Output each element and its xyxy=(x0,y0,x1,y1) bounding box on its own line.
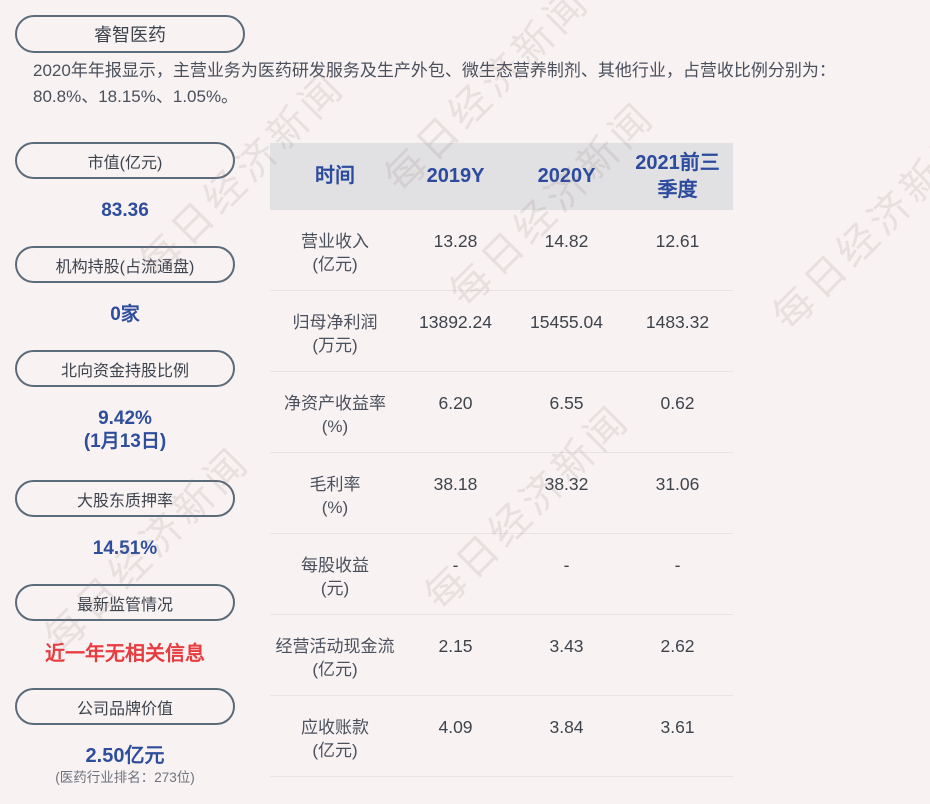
cell-value: 2.62 xyxy=(660,636,695,656)
row-metric-unit: (亿元) xyxy=(312,660,358,679)
cell-value: - xyxy=(563,555,570,575)
cell-value: 0.62 xyxy=(660,393,695,413)
cell-value: 13892.24 xyxy=(419,312,492,332)
cell-value: 3.61 xyxy=(660,717,695,737)
row-metric-unit: (元) xyxy=(320,579,350,598)
row-metric-name: 每股收益 xyxy=(301,556,369,575)
stat-value-institutional-holding: 0家 xyxy=(110,304,140,325)
col-header-2020: 2020Y xyxy=(537,165,596,187)
stat-label: 公司品牌价值 xyxy=(76,700,173,718)
stat-pill-regulation-status: 最新监管情况 xyxy=(15,584,235,621)
stat-pill-pledge-ratio: 大股东质押率 xyxy=(15,480,235,517)
row-metric-name: 经营活动现金流 xyxy=(275,637,395,656)
cell-value: - xyxy=(452,555,459,575)
cell-value: - xyxy=(674,555,681,575)
stat-value-northbound-holding: 9.42% (1月13日) xyxy=(15,407,235,453)
row-metric-unit: (亿元) xyxy=(312,255,358,274)
row-metric-name: 毛利率 xyxy=(309,475,361,494)
cell-value: 6.20 xyxy=(438,393,473,413)
stat-label: 大股东质押率 xyxy=(76,492,173,510)
stat-pill-market-cap: 市值(亿元) xyxy=(15,142,235,179)
row-metric-unit: (%) xyxy=(321,417,349,436)
stat-pill-brand-value: 公司品牌价值 xyxy=(15,688,235,725)
table-row: 净资产收益率 (%) 6.20 6.55 0.62 xyxy=(270,372,733,453)
stat-label: 北向资金持股比例 xyxy=(60,362,189,380)
col-header-period: 时间 xyxy=(315,165,355,187)
row-metric-unit: (万元) xyxy=(312,336,358,355)
row-metric-unit: (亿元) xyxy=(312,741,358,760)
row-metric-name: 归母净利润 xyxy=(292,313,378,332)
business-description: 2020年年报显示，主营业务为医药研发服务及生产外包、微生态营养制剂、其他行业，… xyxy=(33,61,836,106)
stats-sidebar: 市值(亿元) 83.36 机构持股(占流通盘) 0家 北向资金持股比例 9.42… xyxy=(15,142,235,787)
watermark-text: 每日经济新闻 xyxy=(764,116,930,339)
cell-value: 38.32 xyxy=(544,474,589,494)
stat-value-regulation-status: 近一年无相关信息 xyxy=(45,643,205,665)
cell-value: 4.09 xyxy=(438,717,473,737)
northbound-date: (1月13日) xyxy=(83,431,167,452)
table-row: 毛利率 (%) 38.18 38.32 31.06 xyxy=(270,453,733,534)
financials-table: 时间 2019Y 2020Y 2021前三 季度 营业收入 (亿元) 13.28… xyxy=(270,143,733,777)
table-row: 应收账款 (亿元) 4.09 3.84 3.61 xyxy=(270,696,733,777)
table-row: 经营活动现金流 (亿元) 2.15 3.43 2.62 xyxy=(270,615,733,696)
table-row: 每股收益 (元) - - - xyxy=(270,534,733,615)
row-metric-name: 净资产收益率 xyxy=(284,394,386,413)
cell-value: 6.55 xyxy=(549,393,584,413)
stat-pill-institutional-holding: 机构持股(占流通盘) xyxy=(15,246,235,283)
cell-value: 14.82 xyxy=(544,231,589,251)
stat-label: 最新监管情况 xyxy=(76,596,173,614)
stat-value-brand-value: 2.50亿元 xyxy=(85,745,165,767)
cell-value: 1483.32 xyxy=(645,312,710,332)
col-header-2021q3: 2021前三 季度 xyxy=(635,151,720,201)
northbound-percentage: 9.42% xyxy=(98,408,152,429)
company-name-pill[interactable]: 睿智医药 xyxy=(15,15,245,53)
cell-value: 3.43 xyxy=(549,636,584,656)
brand-value-industry-rank: (医药行业排名：273位) xyxy=(55,770,195,785)
col-header-2019: 2019Y xyxy=(426,165,485,187)
table-row: 营业收入 (亿元) 13.28 14.82 12.61 xyxy=(270,210,733,291)
stat-pill-northbound-holding: 北向资金持股比例 xyxy=(15,350,235,387)
stat-label: 机构持股(占流通盘) xyxy=(55,258,195,276)
cell-value: 12.61 xyxy=(655,231,700,251)
stat-value-pledge-ratio: 14.51% xyxy=(92,538,158,559)
cell-value: 13.28 xyxy=(433,231,478,251)
company-name: 睿智医药 xyxy=(94,25,166,45)
cell-value: 38.18 xyxy=(433,474,478,494)
cell-value: 3.84 xyxy=(549,717,584,737)
row-metric-name: 营业收入 xyxy=(301,232,369,251)
row-metric-unit: (%) xyxy=(321,498,349,517)
stat-value-market-cap: 83.36 xyxy=(101,200,149,221)
cell-value: 31.06 xyxy=(655,474,700,494)
row-metric-name: 应收账款 xyxy=(301,718,369,737)
cell-value: 2.15 xyxy=(438,636,473,656)
stat-label: 市值(亿元) xyxy=(87,154,163,172)
table-row: 归母净利润 (万元) 13892.24 15455.04 1483.32 xyxy=(270,291,733,372)
table-header-row: 时间 2019Y 2020Y 2021前三 季度 xyxy=(270,143,733,210)
cell-value: 15455.04 xyxy=(530,312,603,332)
